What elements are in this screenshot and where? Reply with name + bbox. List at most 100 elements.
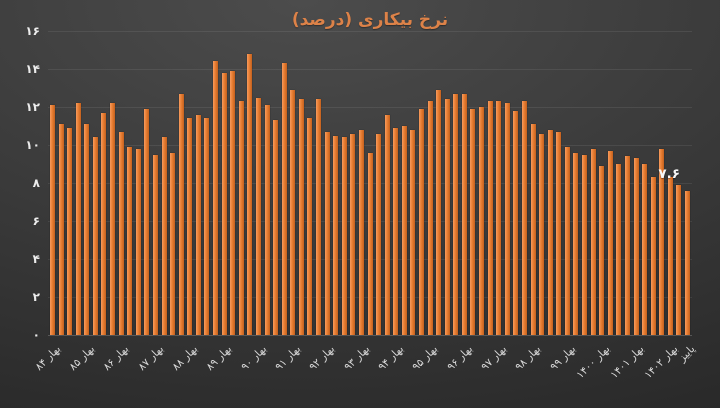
x-tick-label: بهار ۸۴ xyxy=(32,343,63,374)
bar xyxy=(444,99,450,335)
bar xyxy=(101,112,107,335)
x-tick-label: بهار ۸۸ xyxy=(170,343,201,374)
bar xyxy=(624,156,630,335)
bar xyxy=(556,131,562,335)
bar xyxy=(513,110,519,335)
bar xyxy=(135,148,141,335)
bar xyxy=(75,103,81,335)
bar xyxy=(633,158,639,335)
bar xyxy=(152,154,158,335)
x-tick-label: بهار ۹۳ xyxy=(341,343,372,374)
bar xyxy=(213,61,219,335)
bar xyxy=(418,108,424,335)
x-tick-label: بهار ۹۵ xyxy=(410,343,441,374)
bar xyxy=(590,148,596,335)
x-tick-label: بهار ۹۴ xyxy=(376,343,407,374)
bar xyxy=(496,101,502,335)
bar xyxy=(521,101,527,335)
bar xyxy=(195,114,201,335)
x-tick-label: بهار ۸۷ xyxy=(135,343,166,374)
x-tick-label: بهار ۹۶ xyxy=(444,343,475,374)
bar xyxy=(453,93,459,335)
bar xyxy=(238,101,244,335)
bar xyxy=(599,165,605,335)
bar xyxy=(504,103,510,335)
bar xyxy=(564,146,570,335)
bar xyxy=(650,177,656,335)
bar xyxy=(110,103,116,335)
bar xyxy=(410,129,416,335)
x-tick-label: بهار ۹۱ xyxy=(273,343,304,374)
bar xyxy=(479,107,485,335)
bar xyxy=(461,93,467,335)
bar xyxy=(358,129,364,335)
bar xyxy=(67,127,73,335)
x-tick-label: بهار ۸۹ xyxy=(204,343,235,374)
bar xyxy=(204,118,210,335)
bar xyxy=(144,108,150,335)
bar xyxy=(384,114,390,335)
x-tick-label: بهار ۸۶ xyxy=(101,343,132,374)
bar xyxy=(161,137,167,335)
x-tick-label: بهار ۱۴۰۱ xyxy=(608,343,647,382)
bar xyxy=(58,124,64,335)
bar xyxy=(676,184,682,335)
y-tick-label: ۴ xyxy=(32,252,40,266)
x-tick-label: بهار ۹۰ xyxy=(238,343,269,374)
last-bar-value-label: ۷.۶ xyxy=(658,165,680,182)
bar xyxy=(470,108,476,335)
bar xyxy=(607,150,613,335)
x-tick-label: بهار ۹۸ xyxy=(513,343,544,374)
bar xyxy=(247,53,253,335)
bar xyxy=(170,152,176,335)
bar xyxy=(616,164,622,335)
bar xyxy=(264,105,270,335)
y-tick-label: ۲ xyxy=(32,290,40,304)
bar xyxy=(273,120,279,335)
x-tick-label: بهار ۸۵ xyxy=(67,343,98,374)
bar xyxy=(582,154,588,335)
x-axis-line xyxy=(48,335,692,336)
bar xyxy=(659,148,665,335)
bar xyxy=(127,146,133,335)
bar xyxy=(298,99,304,335)
bar xyxy=(573,152,579,335)
bar xyxy=(539,133,545,335)
x-tick-label: بهار ۹۷ xyxy=(479,343,510,374)
gridline xyxy=(48,107,692,108)
y-tick-label: ۶ xyxy=(32,214,40,228)
bar xyxy=(393,127,399,335)
chart-title: نرخ بیکاری (درصد) xyxy=(291,10,449,30)
bar xyxy=(118,131,124,335)
x-tick-label: بهار ۱۴۰۲ xyxy=(642,343,681,382)
gridline xyxy=(48,145,692,146)
bar xyxy=(436,89,442,335)
bar xyxy=(230,70,236,335)
x-tick-label: پاییز xyxy=(676,343,698,365)
bar xyxy=(333,135,339,335)
y-tick-label: ۱۰ xyxy=(25,138,40,152)
y-tick-label: ۱۶ xyxy=(25,24,40,38)
bar xyxy=(84,124,90,335)
y-tick-label: ۰ xyxy=(32,328,40,342)
gridline xyxy=(48,31,692,32)
bar xyxy=(685,190,690,335)
y-tick-label: ۱۲ xyxy=(25,100,40,114)
bar xyxy=(178,93,184,335)
bar xyxy=(367,152,373,335)
bar xyxy=(255,97,261,335)
bar xyxy=(290,89,296,335)
x-tick-label: بهار ۹۹ xyxy=(547,343,578,374)
bar xyxy=(530,124,536,335)
bar xyxy=(281,63,287,335)
x-tick-label: بهار ۱۴۰۰ xyxy=(574,343,613,382)
bar xyxy=(187,118,193,335)
y-tick-label: ۸ xyxy=(32,176,40,190)
bar xyxy=(92,137,98,335)
bar xyxy=(401,126,407,335)
bar xyxy=(350,133,356,335)
bar xyxy=(547,129,553,335)
bar xyxy=(324,131,330,335)
bar xyxy=(221,72,227,335)
